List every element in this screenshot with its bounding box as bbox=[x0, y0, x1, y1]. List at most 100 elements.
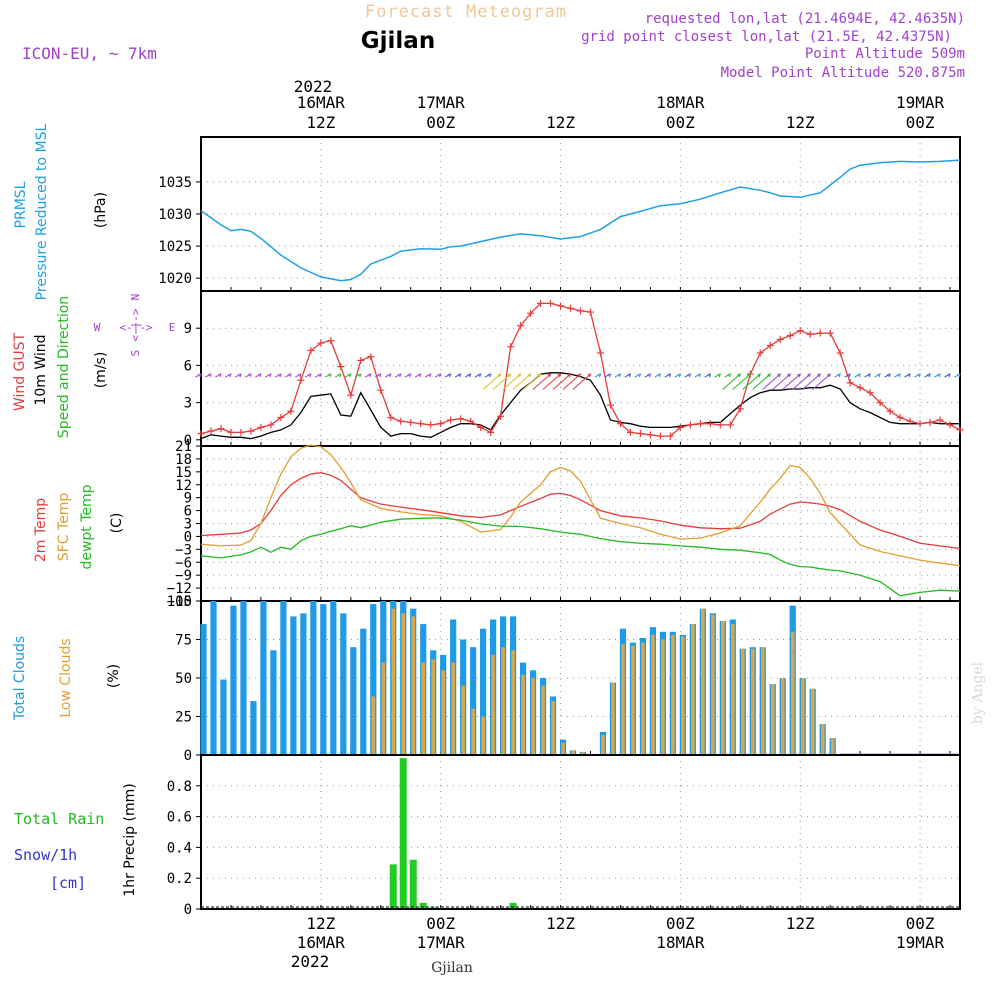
bottom-hour-label: 12Z bbox=[546, 914, 575, 933]
low-cloud-bar bbox=[750, 648, 755, 754]
wind-direction-arrow bbox=[414, 373, 422, 378]
gust-marker bbox=[477, 423, 485, 431]
gust-marker bbox=[646, 431, 654, 439]
total-cloud-bar bbox=[200, 624, 207, 754]
wind-direction-arrow bbox=[742, 373, 762, 390]
gust-marker bbox=[557, 302, 565, 310]
wind-direction-arrow bbox=[552, 373, 572, 390]
wind-direction-arrow bbox=[844, 373, 851, 378]
temp-sfc-line bbox=[200, 444, 961, 567]
wind-direction-arrow bbox=[782, 373, 802, 390]
y-tick-label: 18 bbox=[175, 452, 192, 468]
gust-marker bbox=[676, 423, 684, 431]
wind-direction-arrow bbox=[684, 373, 692, 378]
total-rain-label: Total Rain bbox=[14, 810, 104, 828]
wind-10m-line bbox=[200, 372, 960, 440]
gust-marker bbox=[537, 299, 545, 307]
wind-direction-arrow bbox=[532, 373, 552, 390]
snow-label: Snow/1h bbox=[14, 846, 77, 864]
low-cloud-bar bbox=[681, 636, 685, 754]
gust-marker bbox=[457, 415, 465, 423]
wind-direction-arrow bbox=[265, 373, 272, 378]
low-cloud-bar bbox=[401, 613, 406, 754]
gust-marker bbox=[656, 432, 664, 440]
gust-marker bbox=[377, 386, 385, 394]
wind-direction-arrow bbox=[334, 373, 342, 378]
low-cloud-bar bbox=[701, 608, 705, 754]
bottom-date-label: 17MAR bbox=[417, 933, 466, 952]
panel-frame bbox=[200, 754, 961, 910]
wind-direction-arrow bbox=[624, 373, 632, 378]
wind-gust-label: Wind GUST bbox=[12, 332, 28, 411]
wind-direction-arrow bbox=[812, 373, 831, 390]
gust-marker bbox=[507, 343, 515, 351]
gust-marker bbox=[826, 329, 834, 337]
y-tick-label: 0.2 bbox=[167, 871, 192, 887]
total-cloud-bar bbox=[360, 628, 367, 754]
wind-gust-line bbox=[200, 302, 961, 437]
top-hour-label: 00Z bbox=[906, 113, 935, 132]
wind-direction-arrow bbox=[404, 373, 412, 378]
gust-marker bbox=[726, 421, 734, 429]
wind-direction-arrow bbox=[235, 373, 242, 378]
top-hour-label: 00Z bbox=[666, 113, 695, 132]
low-cloud-bar bbox=[371, 696, 376, 754]
low-cloud-bar bbox=[421, 662, 426, 754]
gust-marker bbox=[866, 389, 874, 397]
precip-panel: 0 0.2 0.4 0.6 0.8 bbox=[167, 754, 961, 918]
y-tick-label: 100 bbox=[167, 594, 192, 610]
y-tick-label: 12 bbox=[175, 478, 192, 494]
low-cloud-bar bbox=[830, 738, 835, 754]
gust-marker bbox=[696, 420, 704, 428]
wind-direction-arrow bbox=[954, 373, 961, 378]
wind-direction-arrow bbox=[714, 373, 722, 378]
low-cloud-bar bbox=[770, 684, 775, 754]
y-tick-label: −12 bbox=[167, 581, 192, 597]
top-date-label: 19MAR bbox=[896, 93, 945, 112]
gust-marker bbox=[806, 330, 814, 338]
gust-marker bbox=[297, 376, 305, 384]
total-cloud-bar bbox=[290, 616, 297, 754]
gust-marker bbox=[786, 332, 794, 340]
low-cloud-bar bbox=[521, 674, 525, 754]
bottom-date-label: 18MAR bbox=[656, 933, 705, 952]
wind-direction-arrow bbox=[482, 373, 502, 390]
gust-marker bbox=[427, 421, 435, 429]
watermark: by Angel bbox=[970, 661, 986, 724]
gust-marker bbox=[487, 428, 495, 436]
model-label: ICON-EU, ~ 7km bbox=[22, 44, 157, 63]
temp-2m-label: 2m Temp bbox=[33, 498, 49, 562]
gust-marker bbox=[776, 335, 784, 343]
wind-direction-arrow bbox=[374, 373, 382, 378]
gust-marker bbox=[207, 427, 215, 435]
gust-marker bbox=[716, 421, 724, 429]
low-cloud-bar bbox=[441, 670, 445, 754]
gust-marker bbox=[856, 384, 864, 392]
top-date-label: 18MAR bbox=[656, 93, 705, 112]
total-cloud-bar bbox=[300, 613, 307, 754]
low-cloud-bar bbox=[810, 688, 815, 754]
total-cloud-bar bbox=[340, 613, 347, 754]
gust-marker bbox=[616, 420, 624, 428]
wind-direction-arrow bbox=[634, 373, 642, 378]
wind-direction-arrow bbox=[522, 373, 542, 390]
low-cloud-bar bbox=[820, 724, 825, 754]
low-cloud-bar bbox=[581, 751, 585, 754]
low-cloud-bar bbox=[511, 650, 515, 754]
wind-direction-arrow bbox=[285, 373, 292, 378]
pressure-msl-label: Pressure Reduced to MSL bbox=[34, 123, 50, 300]
low-cloud-bar bbox=[411, 616, 416, 754]
wind-direction-arrow bbox=[674, 373, 682, 378]
low-cloud-bar bbox=[780, 678, 785, 754]
prmsl-label: PRMSL bbox=[13, 181, 29, 228]
wind-direction-arrow bbox=[724, 373, 732, 378]
y-tick-label: −15 bbox=[167, 594, 192, 610]
pressure-line bbox=[200, 159, 961, 282]
gust-marker bbox=[606, 401, 614, 409]
low-cloud-bar bbox=[601, 734, 605, 754]
wind-direction-arrow bbox=[542, 373, 562, 390]
low-cloud-bar bbox=[651, 634, 655, 754]
low-cloud-bar bbox=[691, 624, 695, 754]
low-cloud-bar bbox=[561, 742, 565, 754]
